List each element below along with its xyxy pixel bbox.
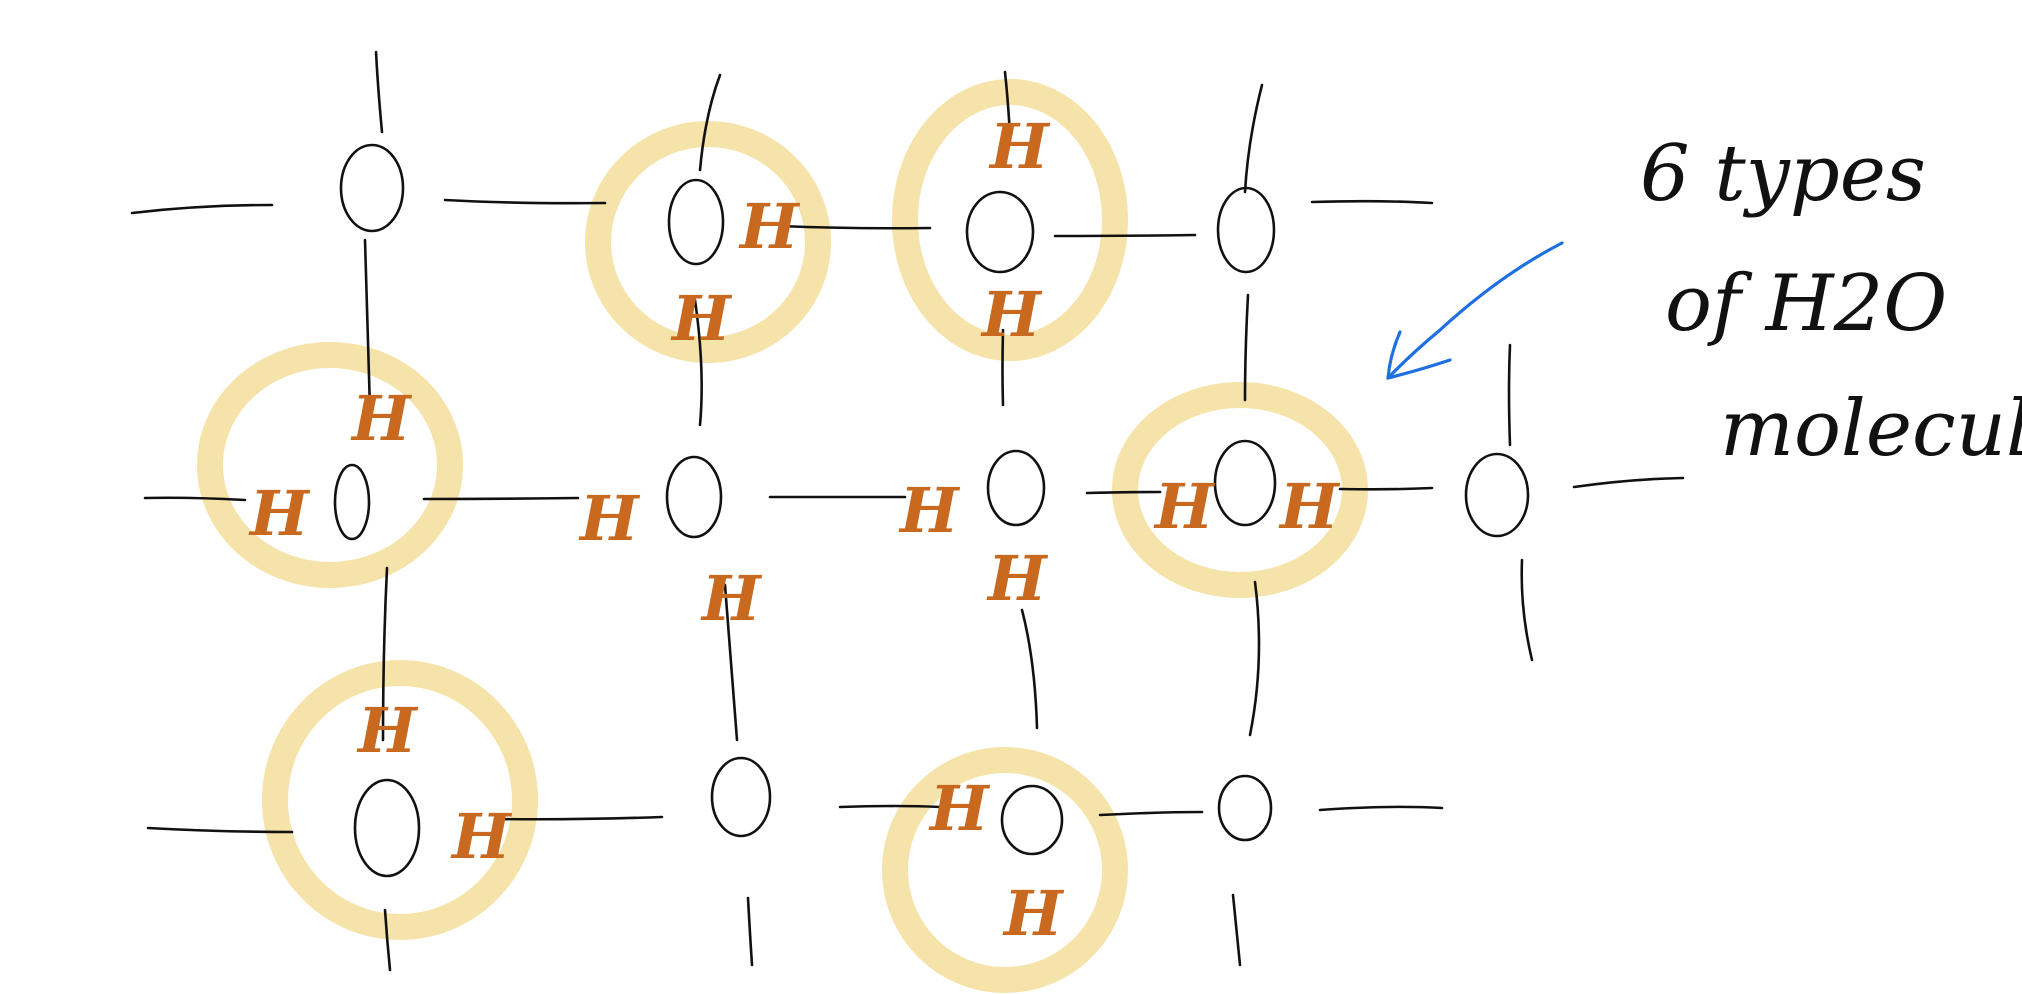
note-line-2: of H2O	[1665, 259, 1947, 349]
bond-line	[1338, 486, 1434, 491]
hydrogen-atom: H	[738, 190, 801, 263]
bond-line	[1520, 558, 1534, 662]
hydrogen-atom: H	[356, 694, 419, 767]
hydrogen-atom: H	[350, 382, 413, 455]
pointer-arrow	[1386, 241, 1564, 380]
hydrogen-atom: H	[1153, 470, 1216, 543]
bond-line	[1020, 608, 1039, 730]
bond-line	[746, 896, 754, 967]
oxygen-atoms: O	[333, 143, 1530, 878]
bond-line	[1507, 343, 1512, 447]
arrow-head	[1386, 330, 1452, 380]
hydrogen-atom: H	[986, 542, 1049, 615]
hydrogen-atom: H	[980, 278, 1043, 351]
bond-line	[383, 908, 392, 972]
hydrogen-atoms: H H H H H H H H H H H H H H H H	[248, 110, 1341, 950]
bond-line	[1001, 328, 1005, 407]
hydrogen-atom: H	[700, 562, 763, 635]
bond-line	[1231, 893, 1242, 967]
bond-line	[693, 298, 703, 427]
highlight-circle	[197, 342, 463, 588]
bond-line	[493, 815, 664, 821]
bond-line	[698, 73, 722, 172]
bond-line	[838, 804, 942, 809]
oxygen-atom	[1217, 774, 1273, 842]
bond-line	[374, 50, 384, 134]
lattice-bonds	[130, 50, 1685, 972]
oxygen-atom	[353, 778, 421, 878]
oxygen-atom	[667, 178, 725, 266]
oxygen-atom	[665, 455, 723, 539]
highlight-circle	[882, 747, 1128, 993]
note-line-1: 6 types	[1640, 129, 1926, 219]
bond-line	[1085, 490, 1162, 495]
hydrogen-atom: H	[928, 772, 991, 845]
highlight-circle	[585, 121, 831, 363]
highlight-circle	[262, 660, 538, 940]
note: 6 types of H2O molecules	[1640, 129, 2022, 474]
bond-line	[1243, 83, 1264, 194]
oxygen-atom	[1000, 784, 1064, 856]
oxygen-atom	[986, 449, 1046, 527]
bond-line	[778, 224, 932, 230]
bond-line	[381, 566, 389, 742]
bond-line	[723, 583, 739, 742]
bond-line	[130, 203, 274, 215]
oxygen-atom	[339, 143, 405, 233]
note-line-3: molecules	[1720, 384, 2022, 474]
hydrogen-atom: H	[670, 282, 733, 355]
hydrogen-atom: H	[578, 482, 641, 555]
highlight-circle	[892, 79, 1128, 361]
hydrogen-atom: H	[988, 110, 1051, 183]
bond-line	[143, 496, 247, 502]
bond-line	[1310, 199, 1434, 205]
oxygen-atom	[1213, 439, 1277, 527]
oxygen-atom	[710, 756, 772, 838]
bond-line	[1243, 293, 1250, 402]
bond-line	[363, 238, 372, 412]
hydrogen-atom: H	[450, 800, 513, 873]
bond-line	[1098, 810, 1204, 817]
oxygen-label: O	[356, 152, 402, 220]
hydrogen-atom: H	[248, 477, 311, 550]
bond-line	[146, 826, 294, 834]
oxygen-atom	[965, 190, 1035, 274]
bond-line	[1572, 476, 1685, 489]
bond-line	[1318, 805, 1444, 812]
bond-line	[1053, 233, 1197, 238]
bond-line	[422, 496, 580, 501]
bond-line	[443, 198, 607, 205]
hydrogen-atom: H	[1002, 877, 1065, 950]
bond-line	[1248, 580, 1261, 737]
hydrogen-atom: H	[1278, 470, 1341, 543]
hydrogen-atom: H	[898, 474, 961, 547]
oxygen-atom	[333, 463, 371, 541]
bond-line	[1003, 70, 1012, 137]
oxygen-atom	[1216, 186, 1276, 274]
oxygen-atom	[1464, 452, 1530, 538]
arrow-shaft	[1386, 241, 1564, 380]
